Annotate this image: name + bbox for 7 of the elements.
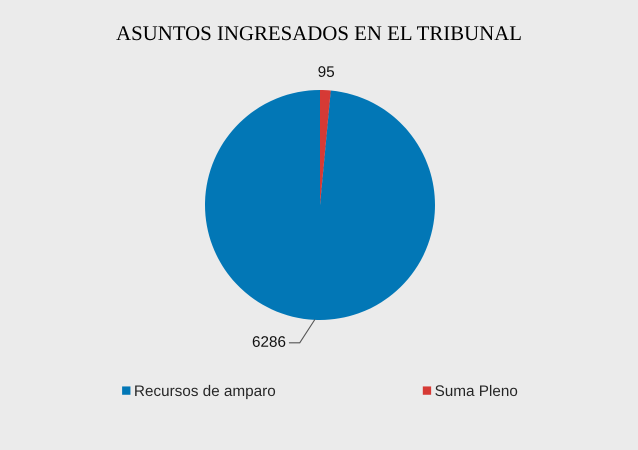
chart-title: ASUNTOS INGRESADOS EN EL TRIBUNAL (116, 26, 521, 40)
legend-label: Suma Pleno (435, 384, 518, 396)
data-label: 6286 (252, 336, 286, 347)
data-label: 95 (318, 66, 334, 77)
pie-slice (205, 90, 435, 320)
pie-slice (320, 90, 331, 205)
legend-label: Recursos de amparo (135, 384, 276, 400)
